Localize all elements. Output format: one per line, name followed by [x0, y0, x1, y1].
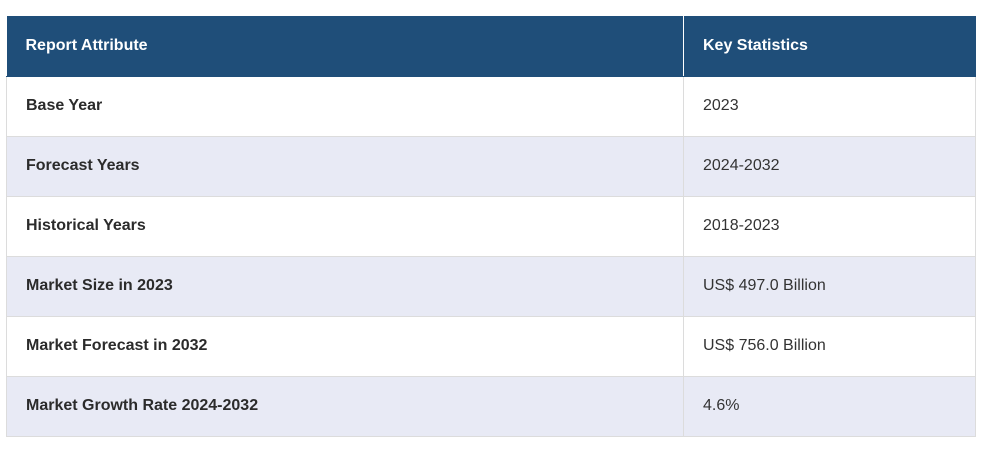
header-row: Report Attribute Key Statistics [6, 16, 976, 77]
row-value: 2023 [683, 75, 976, 137]
report-statistics-table: Report Attribute Key Statistics Base Yea… [6, 16, 976, 437]
table-row: Forecast Years 2024-2032 [6, 135, 976, 197]
row-attribute: Forecast Years [6, 135, 684, 197]
row-value: US$ 756.0 Billion [683, 315, 976, 377]
row-value: 2024-2032 [683, 135, 976, 197]
row-attribute: Market Size in 2023 [6, 255, 684, 317]
table-header: Report Attribute Key Statistics [6, 16, 976, 77]
row-attribute: Market Growth Rate 2024-2032 [6, 375, 684, 437]
row-attribute: Base Year [6, 75, 684, 137]
row-attribute: Market Forecast in 2032 [6, 315, 684, 377]
table-row: Historical Years 2018-2023 [6, 195, 976, 257]
table-body: Base Year 2023 Forecast Years 2024-2032 … [6, 75, 976, 437]
row-value: US$ 497.0 Billion [683, 255, 976, 317]
table-row: Base Year 2023 [6, 75, 976, 137]
row-attribute: Historical Years [6, 195, 684, 257]
table-row: Market Size in 2023 US$ 497.0 Billion [6, 255, 976, 317]
header-report-attribute: Report Attribute [6, 16, 684, 77]
row-value: 2018-2023 [683, 195, 976, 257]
row-value: 4.6% [683, 375, 976, 437]
header-key-statistics: Key Statistics [683, 16, 976, 77]
table-row: Market Forecast in 2032 US$ 756.0 Billio… [6, 315, 976, 377]
table-row: Market Growth Rate 2024-2032 4.6% [6, 375, 976, 437]
